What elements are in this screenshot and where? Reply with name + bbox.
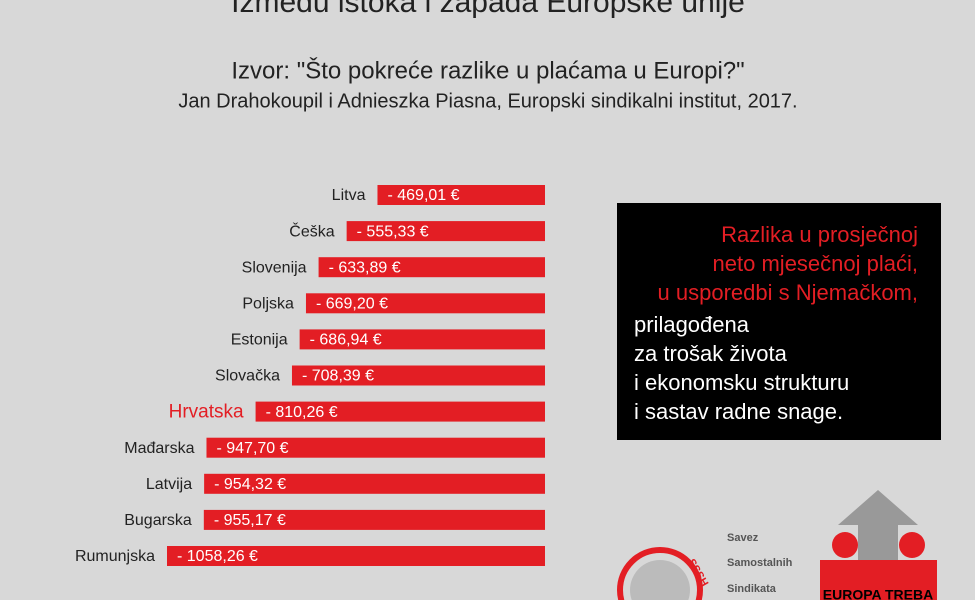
logo-text: EUROPA TREBA [823, 587, 933, 600]
value-label: - 555,33 € [357, 223, 429, 240]
box-text: i ekonomsku strukturu [634, 370, 849, 395]
value-label: - 954,32 € [214, 476, 286, 493]
bar [305, 293, 545, 314]
logo-ring [617, 547, 703, 600]
bar [206, 437, 545, 458]
chart-title: Između istoka i zapada Europske unije [231, 0, 745, 19]
category-label: Mađarska [124, 440, 194, 457]
bar [299, 329, 545, 350]
figure [832, 532, 858, 558]
box-text: i sastav radne snage. [634, 399, 843, 424]
box-text: za trošak života [634, 341, 788, 366]
bar [167, 546, 545, 566]
category-label: Slovenija [242, 259, 307, 276]
category-label: Češka [289, 221, 334, 240]
bar [204, 473, 545, 494]
bar [377, 185, 545, 205]
value-label: - 686,94 € [310, 332, 382, 349]
box-text: u usporedbi s Njemačkom, [658, 280, 918, 305]
value-label: - 1058,26 € [177, 548, 258, 565]
category-label: Slovačka [215, 368, 280, 385]
bar [346, 221, 545, 242]
logo-text: Samostalnih [727, 557, 793, 569]
category-label: Hrvatska [169, 402, 244, 423]
box-text: Razlika u prosječnoj [721, 222, 918, 247]
bar [318, 257, 545, 278]
logo-text: Sindikata [727, 583, 777, 595]
logo-disc [630, 560, 690, 600]
sssh-logo: SSSH [617, 547, 710, 600]
logo-text: Savez [727, 532, 759, 544]
info-box [617, 203, 941, 440]
box-text: neto mjesečnoj plaći, [713, 251, 918, 276]
category-label: Latvija [146, 476, 192, 493]
box-text: prilagođena [634, 312, 750, 337]
bar [291, 365, 545, 386]
category-label: Estonija [231, 332, 288, 349]
value-label: - 669,20 € [316, 296, 388, 313]
banner [820, 560, 937, 600]
category-label: Litva [332, 187, 366, 204]
campaign-logo: EUROPA TREBA [820, 490, 937, 600]
category-label: Bugarska [124, 512, 192, 529]
value-label: - 469,01 € [387, 187, 459, 204]
bar [255, 401, 546, 422]
value-label: - 633,89 € [329, 259, 401, 276]
figure [899, 532, 925, 558]
value-label: - 810,26 € [266, 404, 338, 421]
category-label: Rumunjska [75, 548, 155, 565]
subtitle: Izvor: "Što pokreće razlike u plaćama u … [231, 56, 744, 84]
category-label: Poljska [242, 296, 294, 313]
value-label: - 708,39 € [302, 368, 374, 385]
bar [203, 509, 545, 530]
source: Jan Drahokoupil i Adnieszka Piasna, Euro… [178, 90, 797, 112]
value-label: - 947,70 € [216, 440, 288, 457]
value-label: - 955,17 € [214, 512, 286, 529]
